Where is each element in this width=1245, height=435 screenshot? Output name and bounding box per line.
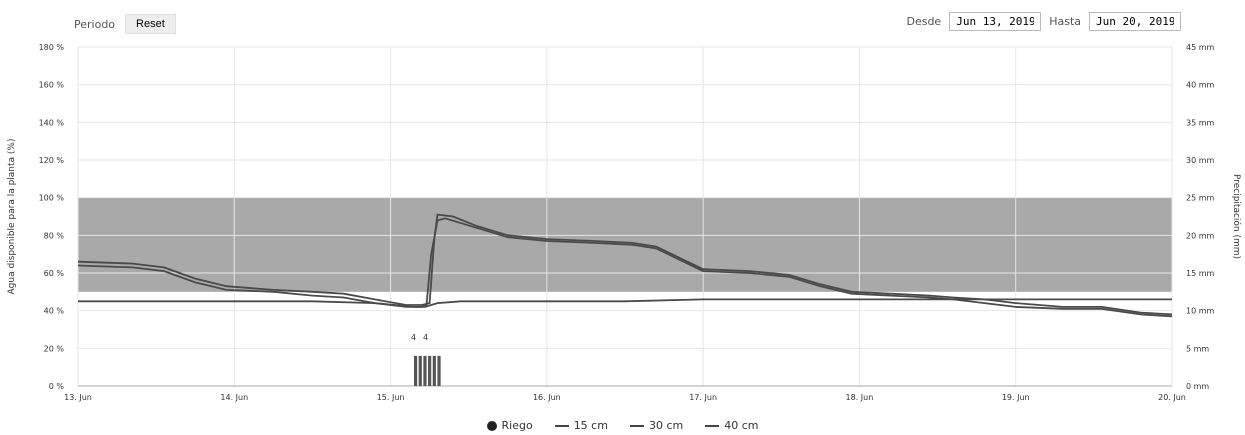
legend-label: Riego (501, 419, 533, 432)
riego-bar (432, 355, 436, 386)
line-icon (705, 424, 720, 427)
y2-tick-label: 25 mm (1186, 194, 1215, 203)
x-tick-label: 19. Jun (1002, 393, 1030, 402)
riego-bar (418, 355, 422, 386)
y-tick-label: 180 % (39, 43, 65, 52)
x-tick-label: 16. Jun (533, 393, 561, 402)
from-label: Desde (906, 15, 942, 28)
y-tick-label: 60 % (44, 269, 65, 278)
y-tick-label: 20 % (44, 344, 65, 353)
x-tick-label: 20. Jun (1158, 393, 1186, 402)
period-label: Periodo (74, 17, 116, 31)
series-line-15cm (77, 213, 1173, 316)
series-line-40cm (78, 298, 1172, 308)
y-tick-label: 120 % (39, 156, 65, 165)
to-date-input[interactable] (1089, 12, 1181, 31)
x-tick-label: 14. Jun (220, 393, 248, 402)
riego-dot-icon (486, 420, 497, 431)
x-tick-label: 17. Jun (689, 393, 717, 402)
to-label: Hasta (1049, 15, 1081, 28)
y-axis-title: Agua disponible para la planta (%) (7, 139, 17, 295)
legend-label: 30 cm (648, 419, 684, 432)
riego-bar (413, 355, 418, 386)
legend-item-30cm[interactable]: 30 cm (629, 419, 684, 432)
date-range-controls: Desde Hasta (906, 12, 1181, 31)
y-tick-label: 80 % (44, 231, 65, 240)
riego-bar (428, 355, 432, 386)
y2-tick-label: 40 mm (1186, 81, 1215, 90)
riego-data-label: 4 (423, 333, 428, 342)
legend-label: 15 cm (573, 419, 608, 432)
legend-item-15cm[interactable]: 15 cm (554, 419, 608, 432)
y-tick-label: 0 % (49, 382, 65, 391)
y2-tick-label: 10 mm (1186, 307, 1215, 316)
legend-label: 40 cm (724, 419, 759, 432)
line-icon (554, 424, 569, 427)
y2-tick-label: 20 mm (1186, 231, 1215, 240)
y-tick-label: 140 % (39, 118, 65, 127)
from-date-input[interactable] (949, 12, 1042, 31)
y2-axis-title: Precipitación (mm) (1231, 174, 1242, 259)
y-tick-label: 160 % (39, 81, 65, 90)
y2-tick-label: 30 mm (1186, 156, 1215, 165)
y2-tick-label: 45 mm (1186, 43, 1215, 52)
y2-tick-label: 15 mm (1186, 269, 1215, 278)
legend-item-40cm[interactable]: 40 cm (705, 419, 758, 432)
riego-data-label: 4 (411, 333, 416, 342)
y2-tick-label: 35 mm (1186, 118, 1215, 127)
y-tick-label: 40 % (44, 307, 65, 316)
period-controls: Periodo Reset (74, 14, 176, 34)
reset-button[interactable]: Reset (125, 14, 176, 34)
riego-bar (423, 355, 427, 386)
chart-legend: Riego 15 cm 30 cm 40 cm (0, 419, 1245, 432)
riego-bar (437, 355, 441, 386)
x-tick-label: 13. Jun (64, 393, 92, 402)
legend-item-riego[interactable]: Riego (486, 419, 533, 432)
line-icon (629, 424, 644, 427)
x-tick-label: 15. Jun (377, 393, 405, 402)
y-tick-label: 100 % (39, 194, 65, 203)
y2-tick-label: 0 mm (1186, 382, 1209, 391)
y2-tick-label: 5 mm (1186, 344, 1209, 353)
x-tick-label: 18. Jun (846, 393, 874, 402)
